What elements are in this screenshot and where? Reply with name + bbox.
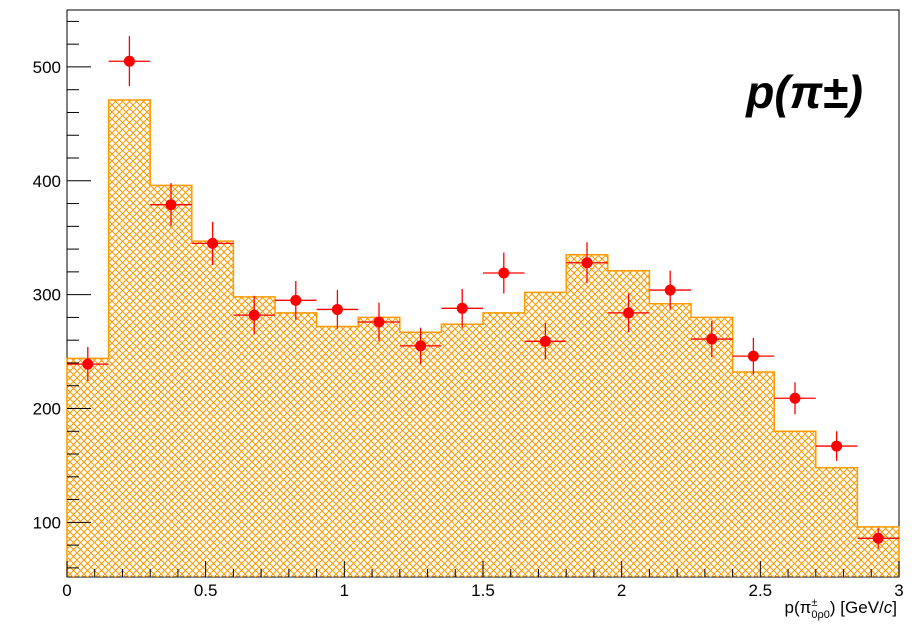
data-point xyxy=(290,294,302,306)
data-point xyxy=(581,257,593,269)
histogram-outline xyxy=(66,99,900,577)
data-point xyxy=(872,532,884,544)
histogram-bar xyxy=(815,467,858,577)
data-point xyxy=(123,55,135,67)
data-point xyxy=(664,284,676,296)
data-point xyxy=(539,335,551,347)
data-point xyxy=(331,303,343,315)
histogram-bar xyxy=(441,324,483,577)
histogram-layer xyxy=(66,99,900,578)
data-point xyxy=(207,237,219,249)
data-point xyxy=(831,440,843,452)
histogram-bar xyxy=(233,296,275,577)
chart-annotation: p(π±) xyxy=(744,66,863,118)
x-tick-label: 0.5 xyxy=(194,581,218,600)
data-point xyxy=(248,309,260,321)
histogram-bar xyxy=(150,185,192,578)
x-tick-label: 0 xyxy=(62,581,71,600)
histogram-bar xyxy=(649,303,691,577)
histogram-bar xyxy=(566,254,608,577)
axes-layer: 0 0.5 1 1.5 2 2.5 3 100 200 300 400 500 xyxy=(33,20,904,600)
x-tick-label: 3 xyxy=(894,581,903,600)
histogram-bar xyxy=(691,317,733,577)
x-axis-title: p(π± 0ρ0) [GeV/c] xyxy=(785,597,898,621)
data-point xyxy=(623,307,635,319)
data-point xyxy=(415,340,427,352)
histogram-bar xyxy=(67,358,109,577)
y-tick-label: 100 xyxy=(33,513,61,532)
data-points-layer xyxy=(67,36,899,549)
histogram-bar xyxy=(483,312,525,577)
data-point xyxy=(706,333,718,345)
histogram-bar xyxy=(399,332,442,577)
x-tick-label: 2 xyxy=(617,581,626,600)
histogram-bar xyxy=(275,312,317,577)
data-point xyxy=(373,316,385,328)
x-tick-label: 2.5 xyxy=(749,581,773,600)
data-point xyxy=(747,350,759,362)
data-point xyxy=(789,392,801,404)
y-tick-label: 400 xyxy=(33,172,61,191)
data-point xyxy=(456,302,468,314)
x-tick-label: 1.5 xyxy=(471,581,495,600)
histogram-bar xyxy=(191,241,234,577)
histogram-bar xyxy=(358,317,400,577)
y-tick-label: 500 xyxy=(33,58,61,77)
x-tick-label: 1 xyxy=(340,581,349,600)
y-tick-label: 300 xyxy=(33,286,61,305)
data-point xyxy=(165,199,177,211)
histogram-bar xyxy=(316,326,359,577)
data-point xyxy=(498,267,510,279)
histogram-bar xyxy=(774,431,816,577)
histogram-bar xyxy=(732,372,775,577)
histogram-bar xyxy=(108,99,151,577)
y-tick-label: 200 xyxy=(33,399,61,418)
data-point xyxy=(82,358,94,370)
